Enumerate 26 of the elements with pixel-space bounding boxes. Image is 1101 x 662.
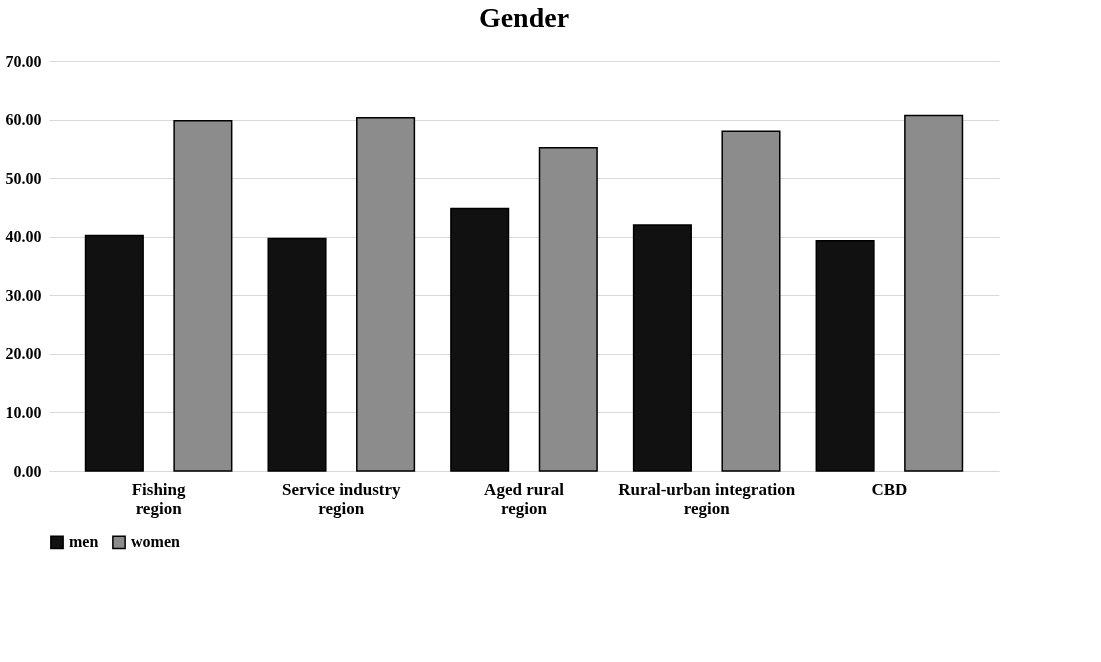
x-tick-label: Rural-urban integration region <box>618 479 796 518</box>
bar <box>538 146 598 472</box>
chart-title: Gender <box>478 2 570 33</box>
bar <box>267 237 327 472</box>
bar <box>721 130 781 472</box>
bar <box>356 117 416 472</box>
y-tick-label: 30.00 <box>5 286 42 304</box>
bar <box>84 234 144 472</box>
bar <box>450 207 510 472</box>
x-tick-label: CBD <box>871 479 908 499</box>
legend-label: men <box>69 533 99 551</box>
y-tick-label: 10.00 <box>5 403 42 421</box>
bar <box>815 240 875 472</box>
y-tick-label: 0.00 <box>13 462 42 480</box>
bar <box>173 119 233 472</box>
y-tick-label: 60.00 <box>5 111 42 129</box>
legend-label: women <box>131 533 180 551</box>
bar <box>632 224 692 472</box>
bar <box>904 114 964 472</box>
y-tick-label: 50.00 <box>5 169 42 187</box>
y-tick-label: 20.00 <box>5 345 42 363</box>
x-tick-label: Fishing region <box>131 479 187 518</box>
y-tick-label: 40.00 <box>5 228 42 246</box>
x-tick-label: Service industry region <box>282 479 402 518</box>
x-tick-label: Aged rural region <box>484 479 565 518</box>
y-tick-label: 70.00 <box>5 52 42 70</box>
